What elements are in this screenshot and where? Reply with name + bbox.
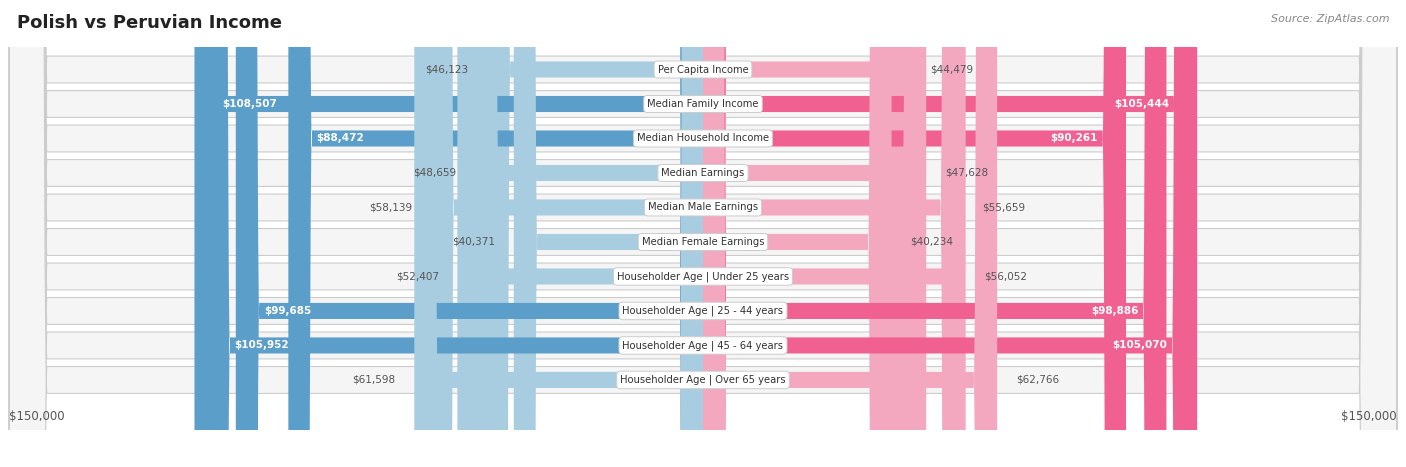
FancyBboxPatch shape [430, 0, 703, 467]
FancyBboxPatch shape [10, 0, 1396, 467]
FancyBboxPatch shape [513, 0, 703, 467]
FancyBboxPatch shape [486, 0, 703, 467]
FancyBboxPatch shape [10, 0, 1396, 467]
FancyBboxPatch shape [194, 0, 703, 467]
FancyBboxPatch shape [288, 0, 703, 467]
FancyBboxPatch shape [703, 0, 997, 467]
Legend: Polish, Peruvian: Polish, Peruvian [617, 462, 789, 467]
Text: $150,000: $150,000 [1341, 410, 1396, 423]
FancyBboxPatch shape [703, 0, 911, 467]
Text: $58,139: $58,139 [368, 203, 412, 212]
Text: Median Female Earnings: Median Female Earnings [641, 237, 765, 247]
Text: $52,407: $52,407 [395, 271, 439, 282]
FancyBboxPatch shape [703, 0, 965, 467]
Text: $105,444: $105,444 [1114, 99, 1168, 109]
Text: Per Capita Income: Per Capita Income [658, 64, 748, 75]
Text: $40,234: $40,234 [910, 237, 953, 247]
Text: $48,659: $48,659 [413, 168, 456, 178]
Text: $105,070: $105,070 [1112, 340, 1167, 350]
FancyBboxPatch shape [10, 0, 1396, 467]
Text: $44,479: $44,479 [931, 64, 973, 75]
FancyBboxPatch shape [207, 0, 703, 467]
Text: $55,659: $55,659 [983, 203, 1026, 212]
FancyBboxPatch shape [703, 0, 927, 467]
Text: Median Family Income: Median Family Income [647, 99, 759, 109]
FancyBboxPatch shape [703, 0, 966, 467]
Text: Householder Age | Under 25 years: Householder Age | Under 25 years [617, 271, 789, 282]
FancyBboxPatch shape [236, 0, 703, 467]
FancyBboxPatch shape [703, 0, 1126, 467]
FancyBboxPatch shape [10, 0, 1396, 467]
FancyBboxPatch shape [475, 0, 703, 467]
Text: Median Male Earnings: Median Male Earnings [648, 203, 758, 212]
FancyBboxPatch shape [703, 0, 1197, 467]
Text: $46,123: $46,123 [425, 64, 468, 75]
FancyBboxPatch shape [703, 0, 1167, 467]
Text: $47,628: $47,628 [945, 168, 988, 178]
FancyBboxPatch shape [10, 0, 1396, 467]
Text: Polish vs Peruvian Income: Polish vs Peruvian Income [17, 14, 281, 32]
Text: $61,598: $61,598 [353, 375, 395, 385]
FancyBboxPatch shape [415, 0, 703, 467]
FancyBboxPatch shape [10, 0, 1396, 467]
FancyBboxPatch shape [10, 0, 1396, 467]
FancyBboxPatch shape [703, 0, 891, 467]
FancyBboxPatch shape [703, 0, 1195, 467]
FancyBboxPatch shape [10, 0, 1396, 467]
Text: $62,766: $62,766 [1017, 375, 1059, 385]
Text: $150,000: $150,000 [10, 410, 65, 423]
Text: Source: ZipAtlas.com: Source: ZipAtlas.com [1271, 14, 1389, 24]
Text: Median Household Income: Median Household Income [637, 134, 769, 143]
Text: Householder Age | Over 65 years: Householder Age | Over 65 years [620, 375, 786, 385]
Text: Median Earnings: Median Earnings [661, 168, 745, 178]
Text: Householder Age | 25 - 44 years: Householder Age | 25 - 44 years [623, 306, 783, 316]
FancyBboxPatch shape [10, 0, 1396, 467]
FancyBboxPatch shape [457, 0, 703, 467]
Text: $99,685: $99,685 [264, 306, 311, 316]
Text: $88,472: $88,472 [316, 134, 364, 143]
Text: $90,261: $90,261 [1050, 134, 1098, 143]
FancyBboxPatch shape [10, 0, 1396, 467]
Text: Householder Age | 45 - 64 years: Householder Age | 45 - 64 years [623, 340, 783, 351]
Text: $108,507: $108,507 [222, 99, 277, 109]
Text: $40,371: $40,371 [453, 237, 495, 247]
Text: $56,052: $56,052 [984, 271, 1028, 282]
Text: $98,886: $98,886 [1091, 306, 1139, 316]
Text: $105,952: $105,952 [235, 340, 290, 350]
